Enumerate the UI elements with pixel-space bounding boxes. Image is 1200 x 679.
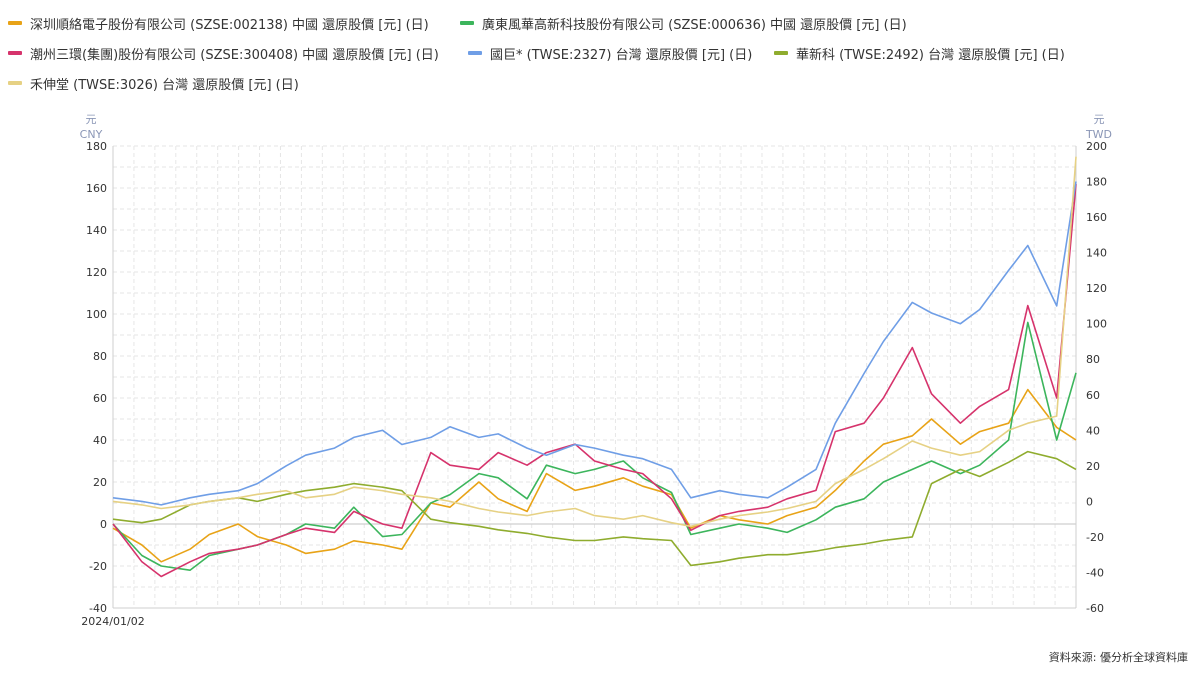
right-tick-label: 200 xyxy=(1086,140,1107,153)
left-tick-label: -40 xyxy=(89,602,107,615)
legend-item-series-3[interactable]: 潮州三環(集團)股份有限公司 (SZSE:300408) 中國 還原股價 [元]… xyxy=(8,38,439,68)
legend-item-series-6[interactable]: 禾伸堂 (TWSE:3026) 台灣 還原股價 [元] (日) xyxy=(8,68,299,98)
left-tick-label: 100 xyxy=(86,308,107,321)
right-tick-label: 160 xyxy=(1086,211,1107,224)
left-axis-unit: 元 xyxy=(86,113,97,126)
legend-item-series-5[interactable]: 華新科 (TWSE:2492) 台灣 還原股價 [元] (日) xyxy=(774,38,1065,68)
legend-swatch-1 xyxy=(8,21,22,25)
right-tick-label: -60 xyxy=(1086,602,1104,615)
legend-label-3: 潮州三環(集團)股份有限公司 (SZSE:300408) 中國 還原股價 [元]… xyxy=(30,47,439,63)
right-axis-currency: TWD xyxy=(1085,128,1112,141)
right-tick-label: 80 xyxy=(1086,353,1100,366)
legend-label-1: 深圳順絡電子股份有限公司 (SZSE:002138) 中國 還原股價 [元] (… xyxy=(30,17,429,33)
series-line-3 xyxy=(112,183,1077,578)
right-tick-label: 100 xyxy=(1086,318,1107,331)
legend-label-4: 國巨* (TWSE:2327) 台灣 還原股價 [元] (日) xyxy=(490,47,753,63)
legend-swatch-3 xyxy=(8,51,22,55)
legend-item-series-1[interactable]: 深圳順絡電子股份有限公司 (SZSE:002138) 中國 還原股價 [元] (… xyxy=(8,8,429,38)
left-axis-currency: CNY xyxy=(80,128,103,141)
legend-swatch-6 xyxy=(8,81,22,85)
left-tick-label: 80 xyxy=(93,350,107,363)
series-line-6 xyxy=(112,156,1077,528)
right-tick-label: 40 xyxy=(1086,424,1100,437)
legend-label-6: 禾伸堂 (TWSE:3026) 台灣 還原股價 [元] (日) xyxy=(30,77,299,93)
legend-label-2: 廣東風華高新科技股份有限公司 (SZSE:000636) 中國 還原股價 [元]… xyxy=(482,17,907,33)
series-line-4 xyxy=(112,181,1077,506)
series-line-1 xyxy=(112,388,1077,563)
left-tick-label: 40 xyxy=(93,434,107,447)
right-tick-label: 60 xyxy=(1086,389,1100,402)
x-tick-label: 2024/01/02 xyxy=(81,615,144,628)
left-tick-label: -20 xyxy=(89,560,107,573)
left-tick-label: 20 xyxy=(93,476,107,489)
left-tick-label: 120 xyxy=(86,266,107,279)
left-tick-label: 160 xyxy=(86,182,107,195)
legend-label-5: 華新科 (TWSE:2492) 台灣 還原股價 [元] (日) xyxy=(796,47,1065,63)
left-tick-label: 0 xyxy=(100,518,107,531)
left-tick-label: 60 xyxy=(93,392,107,405)
left-tick-label: 180 xyxy=(86,140,107,153)
legend-swatch-2 xyxy=(460,21,474,25)
right-tick-label: -20 xyxy=(1086,531,1104,544)
legend-item-series-4[interactable]: 國巨* (TWSE:2327) 台灣 還原股價 [元] (日) xyxy=(468,38,752,68)
data-source-note: 資料來源: 優分析全球資料庫 xyxy=(1048,651,1188,664)
right-axis-unit: 元 xyxy=(1094,113,1105,126)
legend-item-series-2[interactable]: 廣東風華高新科技股份有限公司 (SZSE:000636) 中國 還原股價 [元]… xyxy=(460,8,907,38)
right-tick-label: -40 xyxy=(1086,566,1104,579)
right-tick-label: 0 xyxy=(1086,495,1093,508)
right-tick-label: 120 xyxy=(1086,282,1107,295)
series-line-5 xyxy=(112,450,1077,567)
right-tick-label: 180 xyxy=(1086,176,1107,189)
left-tick-label: 140 xyxy=(86,224,107,237)
legend-swatch-4 xyxy=(468,51,482,55)
right-tick-label: 140 xyxy=(1086,247,1107,260)
legend-swatch-5 xyxy=(774,51,788,55)
right-tick-label: 20 xyxy=(1086,460,1100,473)
